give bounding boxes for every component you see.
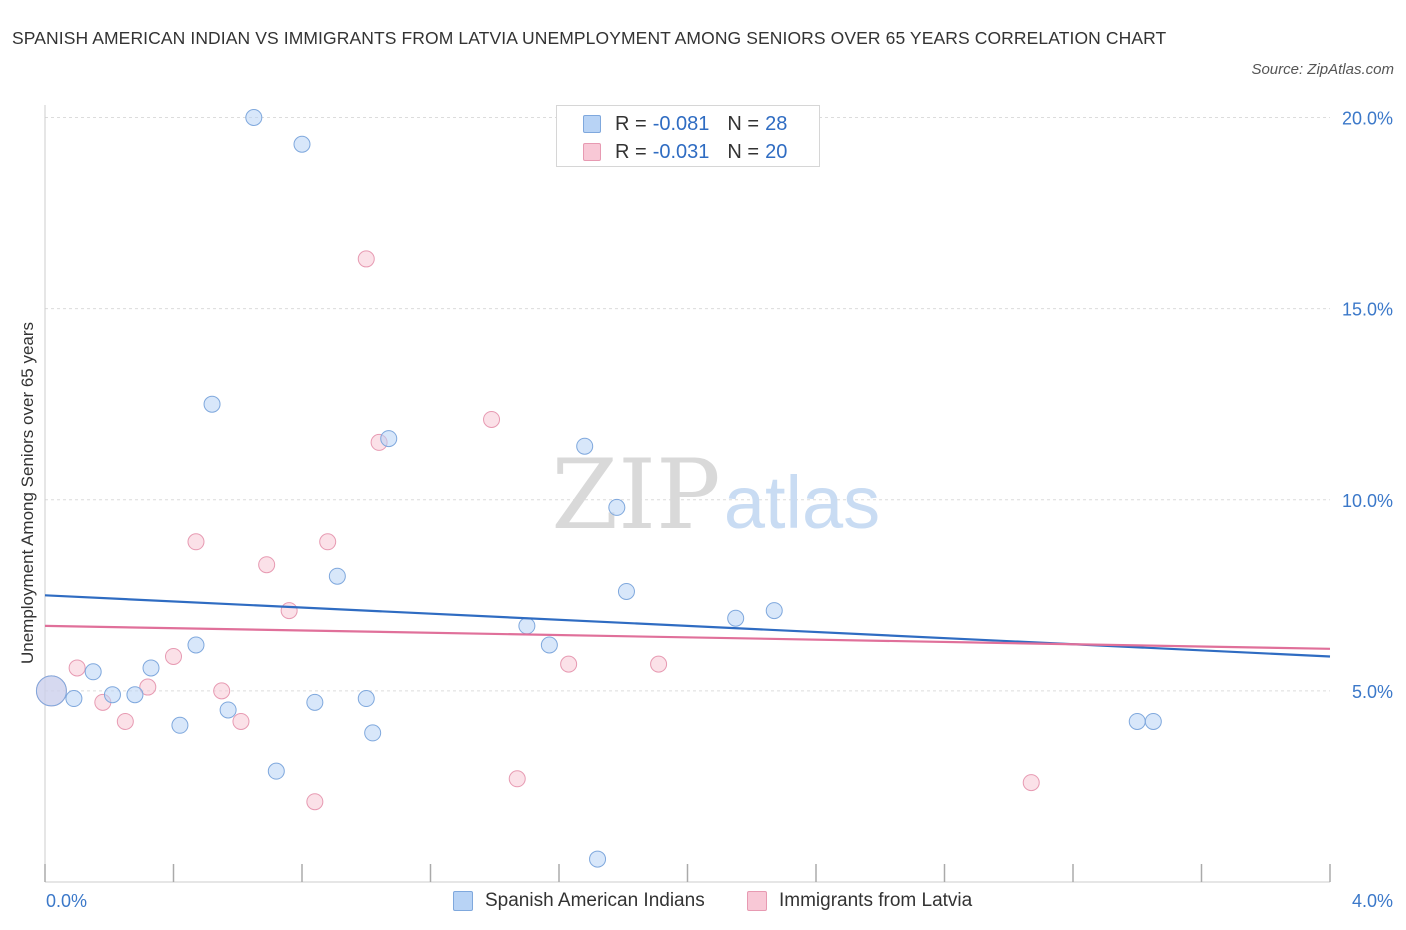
legend-n-label: N =: [727, 112, 760, 135]
data-point-latvia: [165, 647, 182, 665]
data-point-spanish-american-indian: [364, 724, 382, 742]
legend-swatch-blue: [583, 115, 601, 133]
data-point-latvia: [319, 533, 337, 551]
trend-lines: [44, 594, 1331, 658]
tick-labels: 5.0% 10.0% 15.0% 20.0% 0.0% 4.0%: [46, 109, 1393, 912]
data-point-spanish-american-indian: [357, 690, 375, 708]
data-point-spanish-american-indian: [245, 109, 263, 126]
legend-series-name: Immigrants from Latvia: [779, 890, 973, 911]
y-tick-label: 20.0%: [1342, 109, 1393, 129]
trend-line-latvia: [44, 624, 1331, 650]
legend-n-value: 20: [765, 140, 788, 163]
data-point-latvia: [1022, 774, 1040, 792]
data-point-spanish-american-indian: [126, 686, 144, 704]
data-point-spanish-american-indian: [765, 602, 783, 620]
data-point-spanish-american-indian: [1128, 712, 1146, 730]
data-point-latvia: [483, 410, 501, 428]
data-point-spanish-american-indian: [171, 716, 189, 734]
data-point-latvia: [560, 655, 578, 673]
data-point-spanish-american-indian: [306, 693, 324, 711]
legend-swatch-blue: [453, 891, 473, 911]
data-point-spanish-american-indian: [576, 437, 594, 455]
data-point-latvia: [357, 250, 375, 268]
source-credit: Source: ZipAtlas.com: [1251, 61, 1394, 78]
axes: [44, 105, 1331, 883]
data-point-spanish-american-indian: [142, 659, 160, 677]
data-point-spanish-american-indian: [84, 663, 102, 681]
y-tick-label: 5.0%: [1352, 682, 1393, 702]
data-point-spanish-american-indian: [65, 690, 83, 708]
y-tick-label: 15.0%: [1342, 300, 1393, 320]
data-point-spanish-american-indian: [518, 617, 536, 635]
legend-item-spanish-american-indians: Spanish American Indians: [453, 890, 705, 912]
data-point-spanish-american-indian: [617, 582, 635, 600]
legend-row-blue: R = -0.081 N = 28: [583, 112, 787, 136]
watermark-atlas: atlas: [724, 461, 880, 544]
data-point-spanish-american-indian: [267, 762, 285, 780]
data-point-latvia: [508, 770, 526, 788]
trend-line-spanish-american-indian: [44, 594, 1331, 658]
data-point-latvia: [116, 712, 134, 730]
watermark: ZIP atlas: [551, 439, 880, 551]
series-spanish-american-indian-points: [35, 109, 1162, 868]
data-point-latvia: [258, 556, 276, 574]
legend-r-label: R =: [615, 140, 647, 163]
legend-swatch-pink: [583, 143, 601, 161]
legend-n-value: 28: [765, 112, 788, 135]
stats-legend: R = -0.081 N = 28 R = -0.031 N = 20: [556, 105, 820, 167]
data-point-spanish-american-indian: [540, 636, 558, 654]
data-point-spanish-american-indian: [1144, 712, 1162, 730]
data-point-latvia: [187, 533, 205, 551]
data-point-latvia: [650, 655, 668, 673]
data-point-spanish-american-indian: [608, 498, 626, 516]
legend-r-value: -0.031: [652, 140, 710, 163]
data-point-spanish-american-indian: [727, 609, 745, 627]
data-point-latvia: [213, 682, 231, 700]
x-tick-label: 4.0%: [1352, 891, 1393, 911]
legend-n-label: N =: [727, 140, 760, 163]
data-point-spanish-american-indian: [35, 675, 67, 707]
legend-item-immigrants-from-latvia: Immigrants from Latvia: [747, 890, 972, 912]
data-point-spanish-american-indian: [589, 850, 607, 868]
data-point-spanish-american-indian: [293, 135, 311, 153]
data-point-spanish-american-indian: [187, 636, 205, 654]
data-point-latvia: [306, 793, 324, 811]
data-point-latvia: [280, 602, 298, 620]
legend-swatch-pink: [747, 891, 767, 911]
series-legend: Spanish American Indians Immigrants from…: [0, 890, 1406, 914]
legend-r-value: -0.081: [652, 112, 710, 135]
y-tick-label: 10.0%: [1342, 491, 1393, 511]
x-tick-label: 0.0%: [46, 891, 87, 911]
data-point-spanish-american-indian: [219, 701, 237, 719]
legend-r-label: R =: [615, 112, 647, 135]
data-point-spanish-american-indian: [103, 686, 121, 704]
data-point-latvia: [232, 712, 250, 730]
data-point-latvia: [139, 678, 157, 696]
data-point-spanish-american-indian: [203, 395, 221, 413]
data-point-spanish-american-indian: [380, 430, 398, 448]
watermark-zip: ZIP: [551, 439, 720, 551]
legend-row-pink: R = -0.031 N = 20: [583, 140, 787, 164]
data-point-spanish-american-indian: [328, 567, 346, 585]
chart-title: SPANISH AMERICAN INDIAN VS IMMIGRANTS FR…: [12, 28, 1167, 48]
legend-series-name: Spanish American Indians: [485, 890, 705, 911]
data-point-latvia: [68, 659, 86, 677]
